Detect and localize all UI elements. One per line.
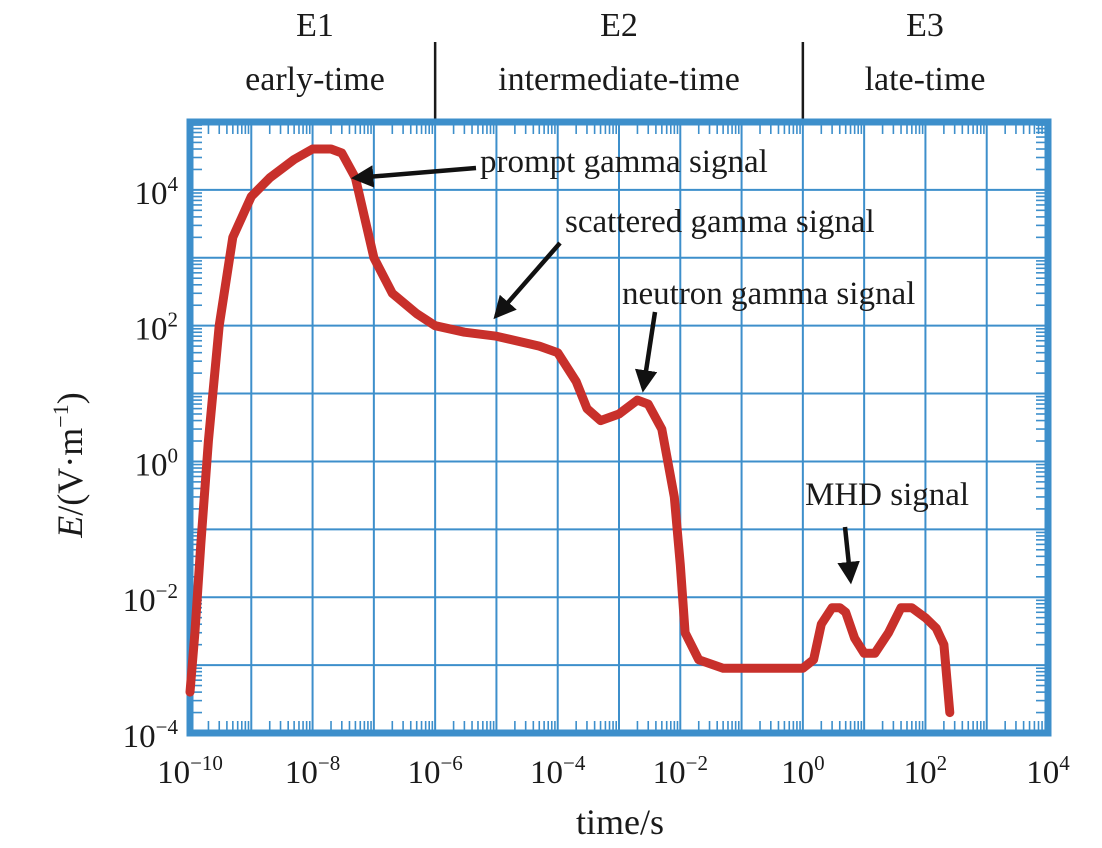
x-tick-label: 10−4 [530, 751, 586, 791]
x-tick-base: 10 [157, 755, 190, 791]
x-tick-label: 10−2 [653, 751, 708, 791]
segment-sublabel: intermediate-time [498, 61, 740, 98]
x-tick-exponent: 4 [1059, 751, 1070, 775]
y-tick-base: 10 [135, 312, 168, 348]
series-layer [185, 144, 955, 718]
time-segments: E1 early-time E2 intermediate-time E3 late-ti… [245, 7, 985, 122]
y-tick-exponent: 0 [168, 443, 179, 467]
plot-frame [186, 118, 1052, 737]
x-tick-label: 10−10 [157, 751, 223, 791]
x-tick-label: 100 [781, 751, 825, 791]
y-tick-exponent: −2 [156, 579, 178, 603]
annotation-arrow [634, 311, 658, 393]
segment-label: E3 [906, 7, 944, 44]
x-tick-exponent: −8 [318, 751, 340, 775]
y-tick-base: 10 [135, 176, 168, 212]
x-tick-exponent: 0 [814, 751, 825, 775]
x-tick-exponent: −2 [686, 751, 708, 775]
annotation-label: scattered gamma signal [565, 204, 875, 240]
annotation-arrow [837, 526, 860, 585]
tick-labels: 10−10 10−8 10−6 10−4 10−2 100 102 10410−410−210… [123, 172, 1071, 791]
x-tick-base: 10 [1026, 755, 1059, 791]
annotation-arrow [493, 241, 562, 320]
y-axis-variable: E [50, 516, 90, 539]
segment-sublabel: early-time [245, 61, 385, 98]
y-tick-base: 10 [123, 719, 156, 755]
y-tick-exponent: 4 [168, 172, 179, 196]
y-tick-label: 100 [135, 443, 179, 483]
segment-label: E2 [600, 7, 638, 44]
y-tick-exponent: 2 [168, 308, 179, 332]
x-tick-exponent: −4 [563, 751, 586, 775]
series-line [185, 144, 955, 718]
segment-label: E1 [296, 7, 334, 44]
x-tick-label: 104 [1026, 751, 1070, 791]
y-axis-unit: /(V·m [50, 428, 90, 516]
x-tick-exponent: −6 [440, 751, 462, 775]
y-tick-base: 10 [123, 583, 156, 619]
y-tick-label: 10−2 [123, 579, 178, 619]
x-tick-label: 10−6 [407, 751, 462, 791]
x-tick-base: 10 [781, 755, 814, 791]
x-tick-exponent: 2 [937, 751, 948, 775]
annotation-label: prompt gamma signal [480, 144, 768, 180]
x-axis-title: time/s [576, 802, 664, 842]
y-axis-unit-exponent: −1 [48, 404, 73, 427]
y-tick-base: 10 [135, 447, 168, 483]
x-tick-exponent: −10 [190, 751, 223, 775]
x-tick-base: 10 [653, 755, 686, 791]
segment-sublabel: late-time [865, 61, 986, 98]
x-tick-base: 10 [904, 755, 937, 791]
annotation-label: MHD signal [805, 477, 969, 513]
x-tick-base: 10 [530, 755, 563, 791]
x-tick-label: 10−8 [285, 751, 340, 791]
y-tick-label: 104 [135, 172, 179, 212]
x-tick-label: 102 [904, 751, 948, 791]
y-axis-title: E/(V·m−1) [48, 392, 90, 538]
y-axis-close-paren: ) [50, 392, 90, 404]
annotation-label: neutron gamma signal [622, 276, 915, 312]
x-tick-base: 10 [285, 755, 318, 791]
annotation-arrow [350, 165, 477, 188]
annotations: prompt gamma signal scattered gamma signa… [350, 144, 969, 585]
y-tick-exponent: −4 [156, 715, 179, 739]
x-tick-base: 10 [407, 755, 440, 791]
y-tick-label: 10−4 [123, 715, 179, 755]
y-tick-label: 102 [135, 308, 179, 348]
